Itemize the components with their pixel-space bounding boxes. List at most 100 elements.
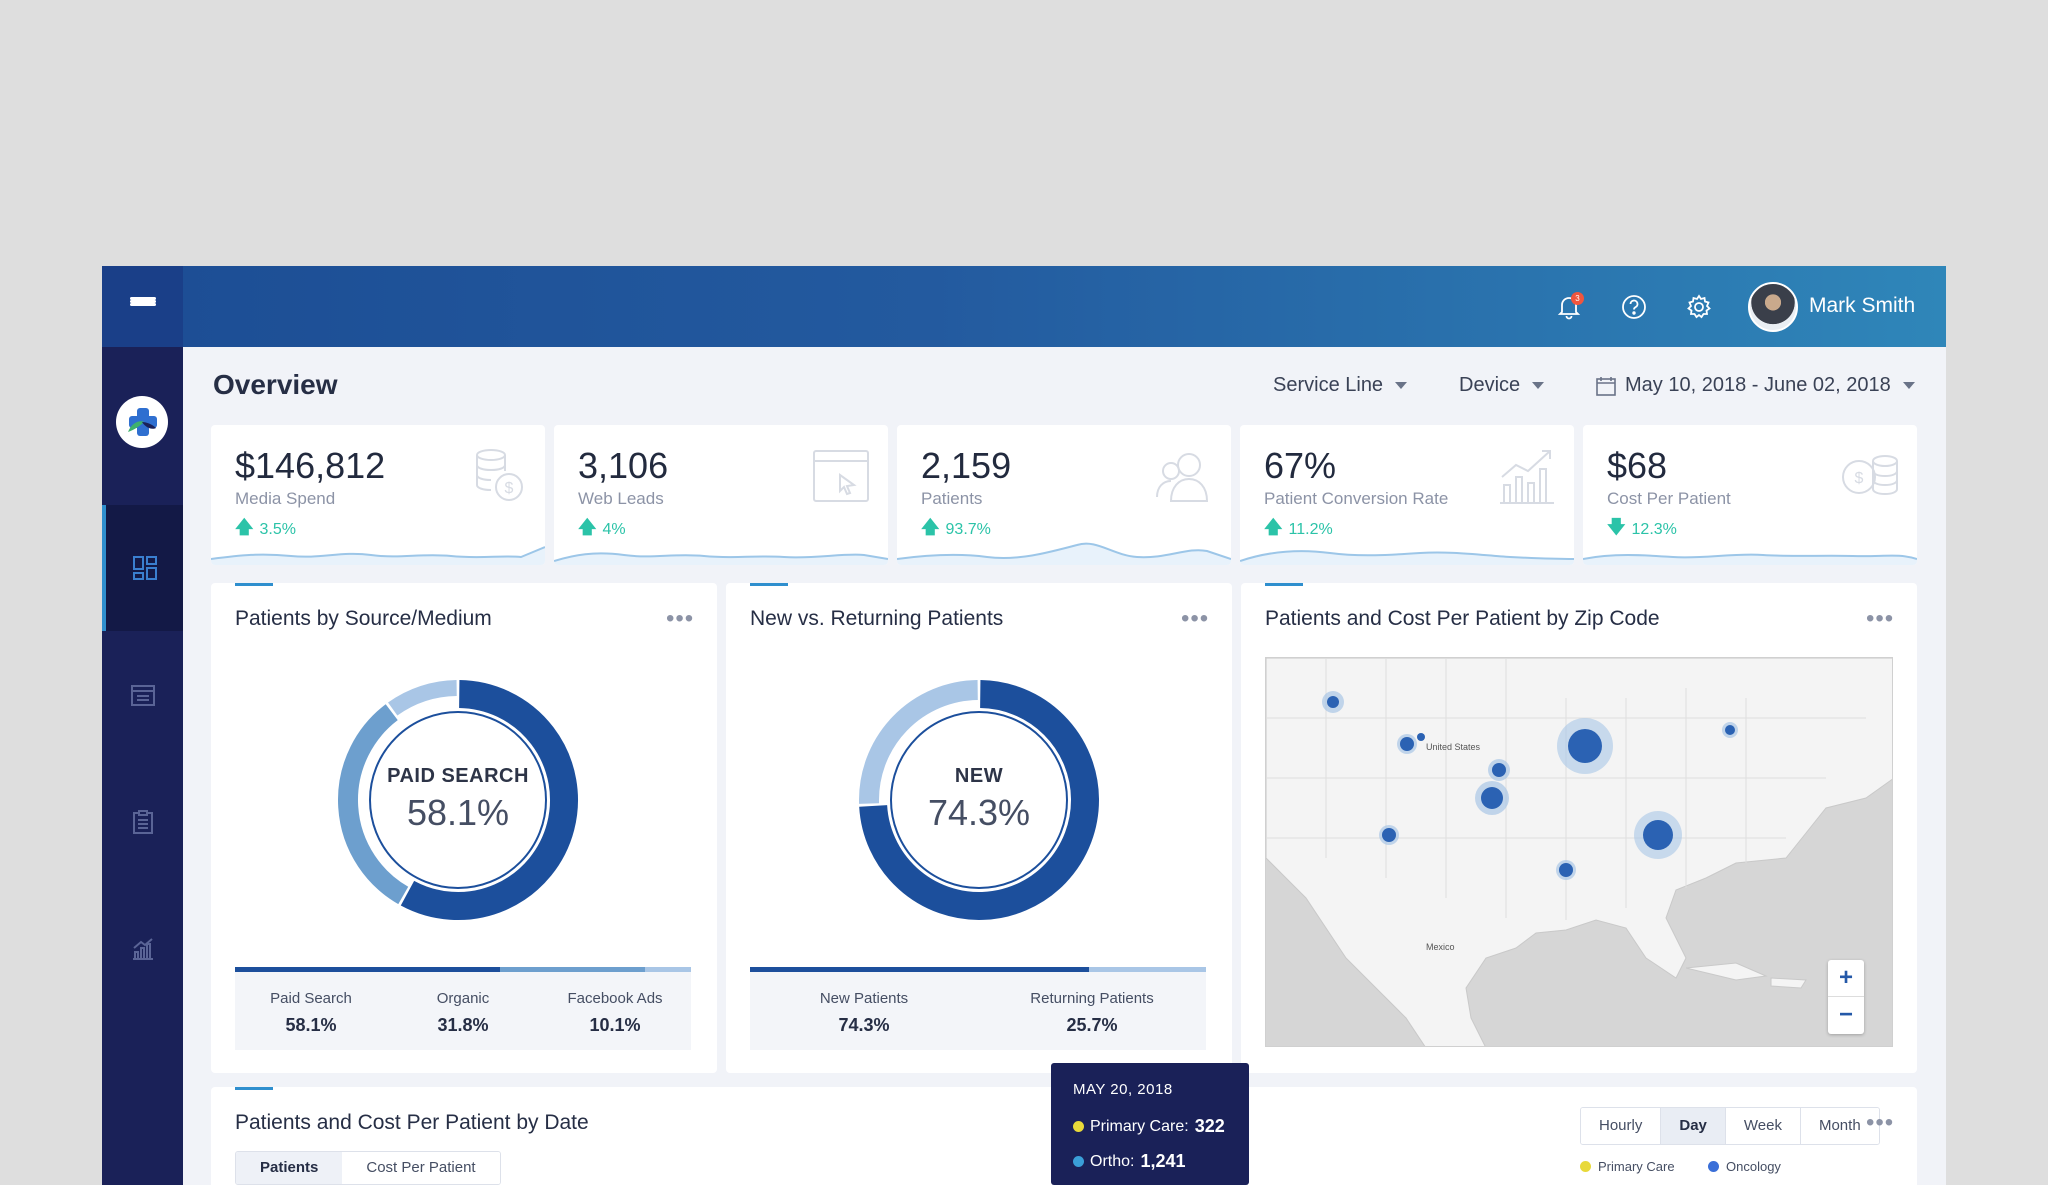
source-donut-chart — [338, 680, 578, 920]
map-canvas: United States Mexico — [1266, 658, 1892, 1046]
coins-stack-icon: $ — [1842, 455, 1898, 496]
service-line-filter[interactable]: Service Line — [1273, 374, 1408, 397]
share-bar-segment-paid-search — [235, 967, 500, 972]
kpi-sparkline — [897, 542, 1231, 565]
kpi-change-value: 11.2% — [1288, 521, 1333, 538]
device-filter[interactable]: Device — [1459, 374, 1545, 397]
date-range-picker[interactable]: May 10, 2018 - June 02, 2018 — [1595, 374, 1915, 397]
kpi-change-value: 12.3% — [1631, 521, 1677, 538]
kpi-card-patients: 2,159 Patients 🡅 93.7% — [897, 425, 1231, 565]
panel-accent — [235, 583, 273, 586]
bar-chart-trend-icon — [1500, 450, 1554, 504]
menu-button[interactable] — [102, 266, 183, 347]
donut-center: PAID SEARCH 58.1% — [328, 765, 588, 834]
help-button[interactable] — [1617, 290, 1651, 324]
nav-item-analytics[interactable] — [102, 886, 183, 1012]
date-range-label: May 10, 2018 - June 02, 2018 — [1625, 374, 1891, 396]
gear-icon — [1687, 294, 1711, 319]
device-label: Device — [1459, 374, 1521, 396]
clipboard-icon — [132, 810, 153, 834]
service-line-label: Service Line — [1273, 374, 1384, 396]
tooltip-swatch — [1073, 1156, 1084, 1167]
granularity-month[interactable]: Month — [1800, 1108, 1879, 1144]
donut-slice-new-patients[interactable] — [859, 680, 1099, 920]
legend-swatch — [1708, 1161, 1719, 1172]
legend-value: 25.7% — [1066, 1015, 1118, 1035]
notifications-button[interactable]: 3 — [1552, 290, 1586, 324]
more-options-button[interactable]: ••• — [1866, 605, 1895, 632]
legend-item-facebook-ads: Facebook Ads 10.1% — [539, 972, 691, 1050]
kpi-change: 🡅 11.2% — [1264, 515, 1333, 545]
donut-center-value: 74.3% — [927, 792, 1031, 833]
panel-title: Patients and Cost Per Patient by Zip Cod… — [1265, 607, 1660, 630]
granularity-day[interactable]: Day — [1661, 1108, 1726, 1144]
donut-slice-returning-patients[interactable] — [859, 680, 979, 804]
dashboard-app: 3 Mark Smith — [102, 266, 1946, 1185]
svg-text:$: $ — [505, 480, 514, 497]
legend-value: 74.3% — [838, 1015, 890, 1035]
dashboard-grid-icon — [132, 556, 157, 580]
donut-slice-facebook-ads[interactable] — [388, 680, 457, 716]
analytics-chart-icon — [132, 938, 153, 960]
donut-slice-organic[interactable] — [338, 704, 409, 905]
share-bar-segment-new-patients — [750, 967, 1089, 972]
tooltip-swatch — [1073, 1121, 1084, 1132]
tooltip-date: MAY 20, 2018 — [1073, 1081, 1173, 1098]
coins-dollar-icon: $ — [476, 449, 523, 501]
panel-source-medium: Patients by Source/Medium ••• PAID SEARC… — [211, 583, 717, 1073]
source-share-bar — [235, 967, 691, 972]
panel-zip-code-map: Patients and Cost Per Patient by Zip Cod… — [1241, 583, 1917, 1073]
kpi-label: Patient Conversion Rate — [1264, 489, 1449, 508]
user-name[interactable]: Mark Smith — [1809, 294, 1916, 317]
brand-logo — [116, 396, 168, 448]
kpi-label: Cost Per Patient — [1607, 489, 1731, 508]
legend-item-primary-care: Primary Care — [1580, 1159, 1675, 1174]
tooltip-value: 322 — [1194, 1116, 1225, 1136]
nav-item-reports[interactable] — [102, 759, 183, 885]
calendar-icon — [1596, 376, 1616, 396]
avatar[interactable] — [1748, 282, 1798, 332]
panel-accent — [750, 583, 788, 586]
panel-title: Patients by Source/Medium — [235, 607, 492, 630]
legend-value: 31.8% — [437, 1015, 489, 1035]
map-zoom-control: + − — [1828, 960, 1864, 1034]
svg-text:$: $ — [1855, 470, 1864, 487]
donut-center-value: 58.1% — [406, 792, 510, 833]
legend-label: New Patients — [819, 990, 909, 1007]
more-options-button[interactable]: ••• — [1181, 605, 1210, 632]
kpi-value: 67% — [1264, 445, 1337, 486]
legend-label: Primary Care — [1598, 1159, 1675, 1174]
zoom-in-button[interactable]: + — [1828, 960, 1864, 997]
kpi-change: 🡇 12.3% — [1607, 515, 1677, 545]
zip-code-map[interactable]: United States Mexico + − — [1265, 657, 1893, 1047]
panel-title: Patients and Cost Per Patient by Date — [235, 1111, 589, 1134]
source-legend: Paid Search 58.1% Organic 31.8% Facebook… — [235, 972, 691, 1050]
tab-cost-per-patient[interactable]: Cost Per Patient — [342, 1152, 500, 1184]
arrow-up-icon: 🡅 — [1264, 517, 1283, 537]
granularity-week[interactable]: Week — [1725, 1108, 1801, 1144]
help-icon — [1622, 295, 1646, 319]
donut-center: NEW 74.3% — [849, 765, 1109, 834]
legend-item-oncology: Oncology — [1708, 1159, 1781, 1174]
settings-button[interactable] — [1682, 290, 1716, 324]
donut-center-label: PAID SEARCH — [387, 765, 529, 787]
kpi-card-conversion-rate: 67% Patient Conversion Rate 🡅 11.2% — [1240, 425, 1574, 565]
granularity-hourly[interactable]: Hourly — [1581, 1108, 1662, 1144]
panel-title: New vs. Returning Patients — [750, 607, 1004, 630]
map-bubble — [1725, 725, 1735, 735]
map-bubble — [1568, 729, 1602, 763]
nav-item-calendar[interactable] — [102, 632, 183, 758]
more-options-button[interactable]: ••• — [1866, 1109, 1895, 1136]
nav-item-dashboard[interactable] — [102, 505, 183, 631]
kpi-change-value: 4% — [602, 521, 626, 538]
calendar-icon — [130, 685, 155, 706]
chart-tooltip: MAY 20, 2018 Primary Care: 322 Ortho: 1,… — [1051, 1063, 1249, 1185]
top-bar: 3 Mark Smith — [102, 266, 1946, 347]
tab-patients[interactable]: Patients — [236, 1152, 343, 1184]
more-options-button[interactable]: ••• — [666, 605, 695, 632]
browser-cursor-icon — [813, 450, 869, 502]
zoom-out-button[interactable]: − — [1838, 1001, 1853, 1028]
legend-label: Paid Search — [270, 990, 352, 1007]
donut-slice-paid-search[interactable] — [400, 680, 578, 920]
patients-icon — [1156, 453, 1209, 502]
